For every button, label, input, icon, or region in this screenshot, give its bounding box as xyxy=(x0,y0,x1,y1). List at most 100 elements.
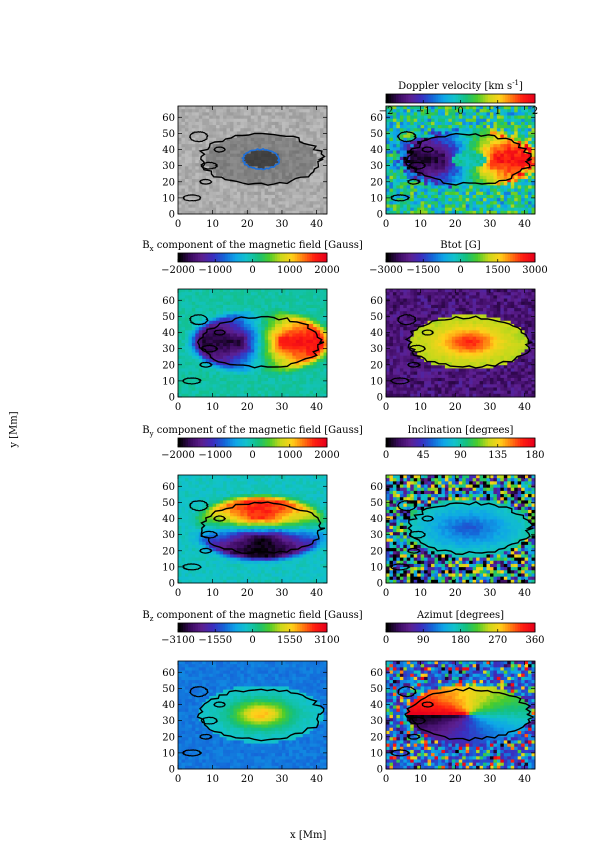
heatmap-cell xyxy=(465,172,470,177)
heatmap-cell xyxy=(275,387,279,392)
heatmap-cell xyxy=(431,292,435,296)
heatmap-cell xyxy=(427,182,432,186)
heatmap-cell xyxy=(257,346,262,350)
colorbar-segment xyxy=(312,253,315,262)
heatmap-cell xyxy=(486,188,491,193)
heatmap-cell xyxy=(281,182,286,186)
heatmap-cell xyxy=(424,207,428,212)
heatmap-cell xyxy=(507,125,512,129)
heatmap-cell xyxy=(205,339,210,344)
heatmap-cell xyxy=(178,371,182,376)
heatmap-cell xyxy=(476,112,480,116)
heatmap-cell xyxy=(229,374,234,379)
heatmap-cell xyxy=(257,320,262,325)
heatmap-cell xyxy=(271,295,276,299)
heatmap-cell xyxy=(229,295,234,299)
heatmap-cell xyxy=(396,311,401,315)
heatmap-cell xyxy=(437,169,442,174)
heatmap-cell xyxy=(503,128,508,132)
heatmap-cell xyxy=(264,311,269,315)
heatmap-cell xyxy=(521,191,526,196)
heatmap-cell xyxy=(247,358,252,363)
heatmap-cell xyxy=(302,160,307,164)
heatmap-cell xyxy=(410,172,415,177)
heatmap-cell xyxy=(216,140,220,145)
heatmap-cell xyxy=(223,298,227,303)
heatmap-cell xyxy=(198,371,203,376)
heatmap-cell xyxy=(323,134,328,139)
heatmap-cell xyxy=(306,194,311,199)
heatmap-cell xyxy=(195,362,200,366)
heatmap-cell xyxy=(465,118,470,123)
heatmap-cell xyxy=(493,188,498,193)
heatmap-cell xyxy=(233,355,238,360)
colorbar-segment xyxy=(517,94,521,103)
heatmap-cell xyxy=(524,137,529,142)
heatmap-cell xyxy=(223,304,227,309)
heatmap-cell xyxy=(462,304,467,309)
heatmap-cell xyxy=(521,121,526,126)
heatmap-cell xyxy=(285,308,290,312)
heatmap-cell xyxy=(240,301,245,306)
heatmap-cell xyxy=(181,198,186,202)
heatmap-cell xyxy=(181,295,186,299)
heatmap-cell xyxy=(434,121,439,126)
heatmap-cell xyxy=(195,172,200,177)
heatmap-cell xyxy=(264,153,269,158)
heatmap-cell xyxy=(472,198,477,202)
heatmap-cell xyxy=(309,358,314,363)
heatmap-cell xyxy=(500,289,505,293)
heatmap-cell xyxy=(243,390,248,395)
heatmap-cell xyxy=(264,140,269,145)
heatmap-cell xyxy=(302,112,307,116)
heatmap-cell xyxy=(198,191,203,196)
heatmap-cell xyxy=(240,343,245,347)
heatmap-cell xyxy=(209,198,214,202)
heatmap-cell xyxy=(462,298,467,303)
heatmap-cell xyxy=(316,134,321,139)
heatmap-cell xyxy=(399,144,404,148)
heatmap-cell xyxy=(236,109,241,113)
heatmap-cell xyxy=(261,172,266,177)
heatmap-cell xyxy=(406,198,411,202)
heatmap-cell xyxy=(191,169,196,174)
heatmap-cell xyxy=(250,393,255,398)
colorbar-segment xyxy=(428,94,432,103)
heatmap-cell xyxy=(229,311,234,315)
heatmap-cell xyxy=(209,201,214,205)
heatmap-cell xyxy=(500,147,505,151)
heatmap-cell xyxy=(243,207,248,212)
heatmap-cell xyxy=(299,349,304,353)
heatmap-cell xyxy=(271,381,276,385)
heatmap-cell xyxy=(191,301,196,306)
heatmap-cell xyxy=(302,198,307,202)
heatmap-cell xyxy=(271,327,276,331)
heatmap-cell xyxy=(205,336,210,341)
heatmap-cell xyxy=(451,204,456,209)
heatmap-cell xyxy=(226,179,231,183)
pore-contour xyxy=(199,361,214,368)
heatmap-cell xyxy=(465,308,470,312)
heatmap-cell xyxy=(455,207,460,212)
heatmap-cell xyxy=(229,137,234,142)
heatmap-cell xyxy=(313,210,318,215)
heatmap-cell xyxy=(229,339,234,344)
heatmap-cell xyxy=(323,387,328,392)
y-tick-label: 20 xyxy=(162,177,175,188)
heatmap-cell xyxy=(427,191,432,196)
heatmap-cell xyxy=(233,144,238,148)
heatmap-cell xyxy=(247,295,252,299)
heatmap-cell xyxy=(514,166,519,170)
heatmap-cell xyxy=(302,390,307,395)
heatmap-cell xyxy=(229,188,234,193)
x-tick-label: 30 xyxy=(276,219,289,230)
heatmap-cell xyxy=(184,160,189,164)
heatmap-cell xyxy=(229,304,234,309)
heatmap-cell xyxy=(226,352,231,357)
heatmap-cell xyxy=(500,201,505,205)
heatmap-cell xyxy=(278,358,283,363)
heatmap-cell xyxy=(313,134,318,139)
heatmap-cell xyxy=(233,339,238,344)
heatmap-cell xyxy=(323,352,328,357)
colorbar-segment xyxy=(487,94,491,103)
